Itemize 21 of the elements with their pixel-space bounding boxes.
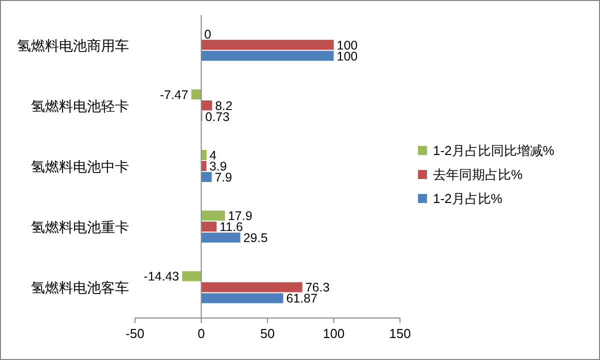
plot: 0 100 100 -7.47 8.2 0.73 4 3.9 7.9 17.9 11.6 29.5 -14.43 76.3 61.87	[144, 27, 358, 306]
y-tick-label: 氢燃料电池客车	[31, 280, 129, 296]
data-label: -7.47	[160, 88, 188, 102]
data-label: 7.9	[214, 170, 232, 184]
y-tick-label: 氢燃料电池重卡	[31, 219, 129, 236]
y-tick-label: 氢燃料电池轻卡	[31, 98, 129, 114]
data-label: -14.43	[144, 270, 180, 284]
data-label: 0	[204, 27, 212, 42]
data-label: 3.9	[209, 160, 227, 174]
x-tick-label: 50	[260, 326, 275, 341]
x-tick-label: 0	[198, 326, 205, 341]
y-tick-label: 氢燃料电池中卡	[31, 158, 129, 174]
legend-label: 1-2月占比同比增减%	[433, 143, 555, 158]
data-label: 29.5	[243, 231, 268, 246]
x-tick-label: 100	[322, 326, 345, 341]
x-tick-label: 150	[389, 326, 411, 341]
y-tick-label: 氢燃料电池商用车	[17, 37, 129, 54]
data-label: 4	[210, 148, 217, 162]
x-tick-label: -50	[126, 326, 144, 341]
legend-label: 1-2月占比%	[433, 191, 503, 206]
legend-label: 去年同期占比%	[433, 167, 523, 182]
